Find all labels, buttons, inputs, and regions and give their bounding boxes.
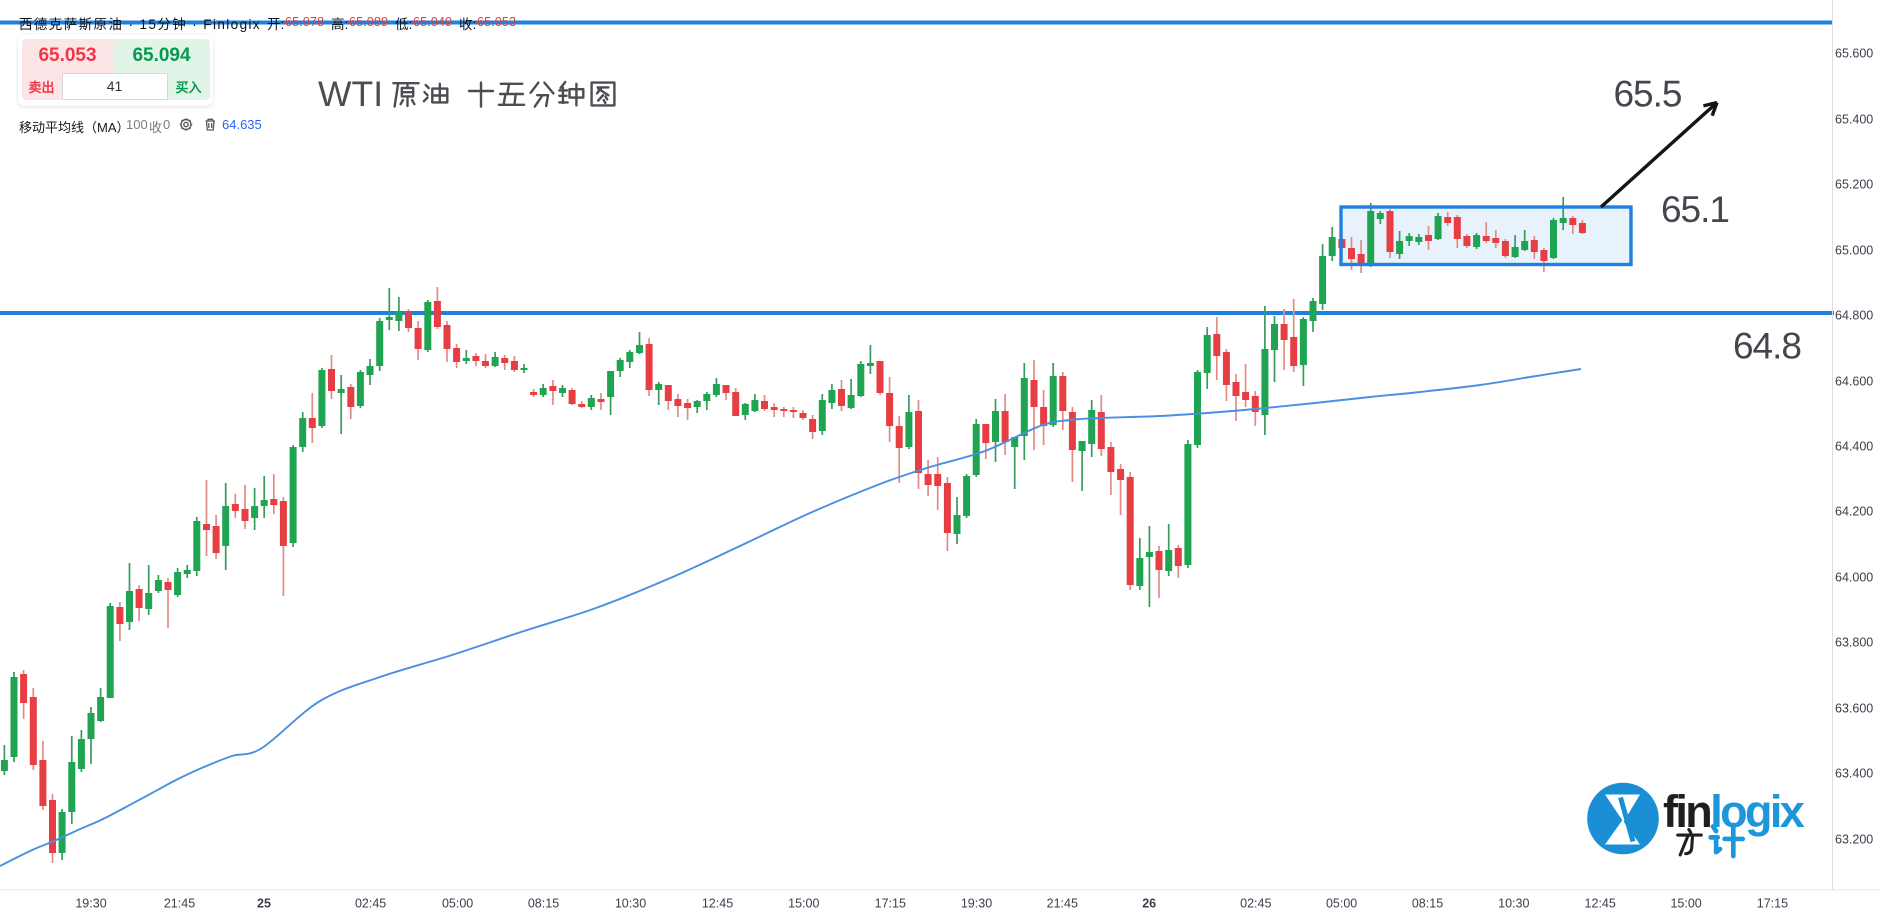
svg-text:64.600: 64.600 <box>1835 375 1873 389</box>
svg-text:64.200: 64.200 <box>1835 505 1873 519</box>
svg-text:65.1: 65.1 <box>1661 189 1729 230</box>
svg-text:17:15: 17:15 <box>875 897 906 911</box>
svg-text:12:45: 12:45 <box>702 897 733 911</box>
svg-text:10:30: 10:30 <box>1498 897 1529 911</box>
svg-text:08:15: 08:15 <box>1412 897 1443 911</box>
svg-text:21:45: 21:45 <box>1047 897 1078 911</box>
svg-text:26: 26 <box>1142 897 1156 911</box>
svg-text:63.600: 63.600 <box>1835 702 1873 716</box>
svg-text:19:30: 19:30 <box>75 897 106 911</box>
svg-text:19:30: 19:30 <box>961 897 992 911</box>
svg-text:65.000: 65.000 <box>1835 244 1873 258</box>
svg-text:15:00: 15:00 <box>788 897 819 911</box>
svg-text:64.400: 64.400 <box>1835 440 1873 454</box>
svg-text:65.200: 65.200 <box>1835 178 1873 192</box>
svg-text:12:45: 12:45 <box>1585 897 1616 911</box>
svg-text:63.800: 63.800 <box>1835 636 1873 650</box>
svg-text:64.800: 64.800 <box>1835 309 1873 323</box>
svg-text:65.5: 65.5 <box>1613 74 1681 115</box>
svg-text:05:00: 05:00 <box>442 897 473 911</box>
svg-text:finlogix: finlogix <box>1663 786 1805 837</box>
svg-text:02:45: 02:45 <box>355 897 386 911</box>
svg-text:25: 25 <box>257 897 271 911</box>
svg-text:08:15: 08:15 <box>528 897 559 911</box>
svg-text:10:30: 10:30 <box>615 897 646 911</box>
svg-text:64.000: 64.000 <box>1835 571 1873 585</box>
svg-text:65.400: 65.400 <box>1835 113 1873 127</box>
svg-text:64.8: 64.8 <box>1733 326 1801 367</box>
svg-text:65.600: 65.600 <box>1835 47 1873 61</box>
svg-text:21:45: 21:45 <box>164 897 195 911</box>
svg-text:WTI: WTI <box>318 74 383 114</box>
svg-text:02:45: 02:45 <box>1240 897 1271 911</box>
svg-text:63.400: 63.400 <box>1835 767 1873 781</box>
svg-text:17:15: 17:15 <box>1757 897 1788 911</box>
svg-text:05:00: 05:00 <box>1326 897 1357 911</box>
svg-text:15:00: 15:00 <box>1670 897 1701 911</box>
svg-text:63.200: 63.200 <box>1835 833 1873 847</box>
